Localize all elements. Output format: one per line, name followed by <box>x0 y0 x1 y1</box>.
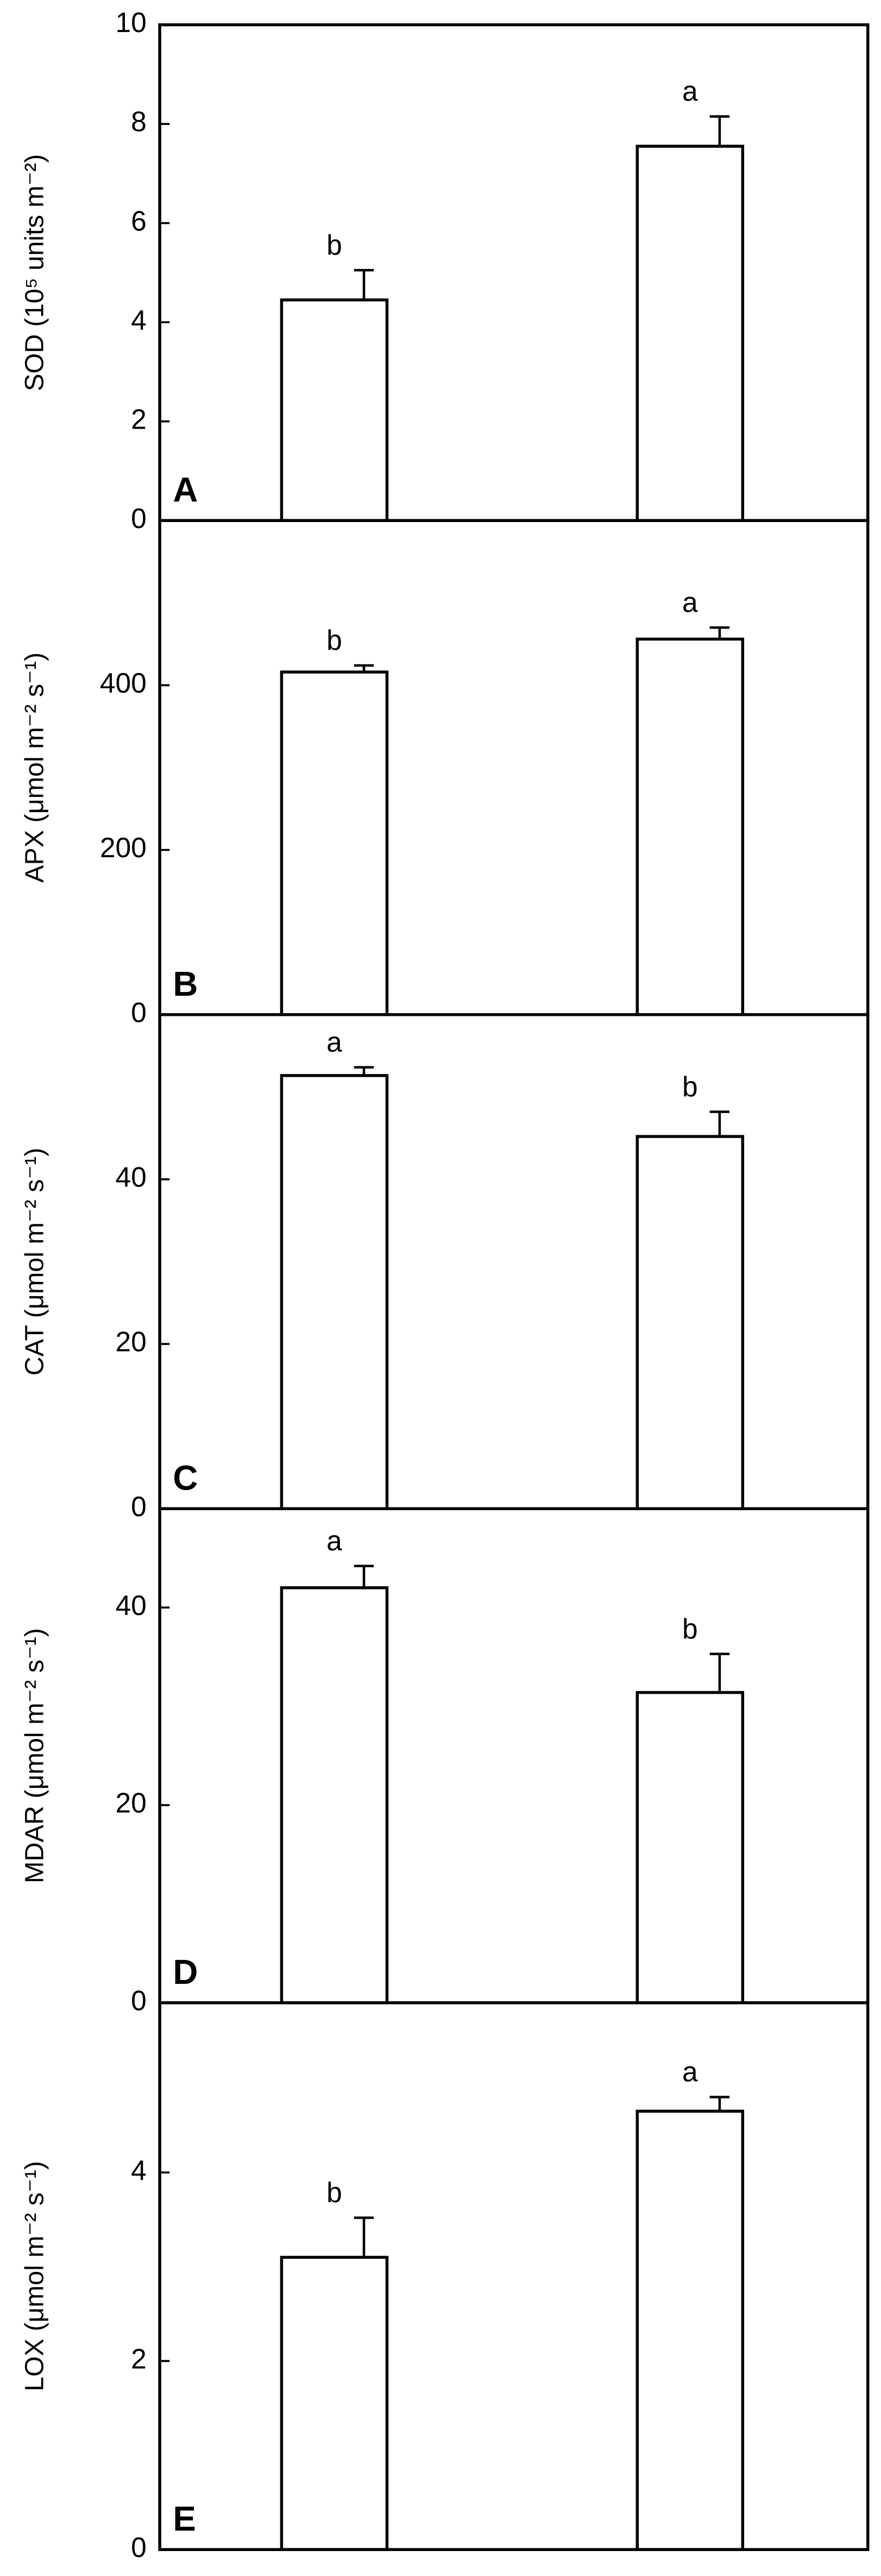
panel-frame <box>158 519 870 1016</box>
bar <box>635 637 745 1016</box>
significance-letter: a <box>326 1525 342 1556</box>
y-tick-label: 8 <box>131 106 147 137</box>
panel-frame <box>158 1507 870 2005</box>
y-tick-label: 4 <box>131 304 147 336</box>
bar <box>635 1135 745 1510</box>
bar <box>635 1691 745 2005</box>
significance-letter: a <box>682 586 698 618</box>
panel-label: A <box>173 470 198 509</box>
panel-frame <box>158 2001 870 2552</box>
panel-frame <box>158 23 870 522</box>
y-tick-label: 10 <box>115 7 146 38</box>
panel-label: C <box>173 1459 198 1498</box>
significance-letter: b <box>326 624 342 656</box>
x-tick-label: Control <box>289 2571 379 2576</box>
bar <box>280 670 389 1016</box>
panel-label: D <box>173 1953 198 1991</box>
y-tick-label: 6 <box>131 205 147 236</box>
y-tick-label: 20 <box>115 1787 146 1819</box>
y-tick-label: 0 <box>131 502 147 534</box>
bar <box>635 2109 745 2552</box>
significance-letter: b <box>326 2177 342 2208</box>
y-tick-label: 40 <box>115 1589 146 1621</box>
y-axis-label: LOX (μmol m⁻² s⁻¹) <box>20 2161 49 2391</box>
significance-letter: a <box>682 76 698 107</box>
y-axis-label: APX (μmol m⁻² s⁻¹) <box>20 652 49 883</box>
y-tick-label: 4 <box>131 2154 147 2186</box>
y-axis-label: MDAR (μmol m⁻² s⁻¹) <box>20 1628 49 1883</box>
y-tick-label: 0 <box>131 996 147 1028</box>
y-tick-label: 200 <box>100 832 147 863</box>
bar <box>635 144 745 522</box>
y-tick-label: 0 <box>131 1491 147 1522</box>
y-tick-label: 0 <box>131 2531 147 2563</box>
bar <box>280 1074 389 1510</box>
significance-letter: a <box>682 2056 698 2087</box>
y-axis-label: CAT (μmol m⁻² s⁻¹) <box>20 1148 49 1376</box>
y-tick-label: 20 <box>115 1326 146 1358</box>
x-tick-label: Al-toxicity <box>630 2571 750 2576</box>
bar <box>280 2255 389 2552</box>
y-tick-label: 400 <box>100 667 147 699</box>
panel-frame <box>158 1013 870 1510</box>
bar <box>280 298 389 522</box>
bar <box>280 1586 389 2005</box>
significance-letter: b <box>682 1071 698 1102</box>
y-tick-label: 40 <box>115 1161 146 1193</box>
significance-letter: b <box>326 229 342 261</box>
significance-letter: b <box>682 1613 698 1644</box>
significance-letter: a <box>326 1026 342 1058</box>
panel-label: B <box>173 965 198 1003</box>
y-tick-label: 0 <box>131 1984 147 2016</box>
panel-label: E <box>173 2500 196 2539</box>
y-tick-label: 2 <box>131 403 147 435</box>
y-axis-label: SOD (10⁵ units m⁻²) <box>20 154 49 391</box>
y-tick-label: 2 <box>131 2343 147 2374</box>
